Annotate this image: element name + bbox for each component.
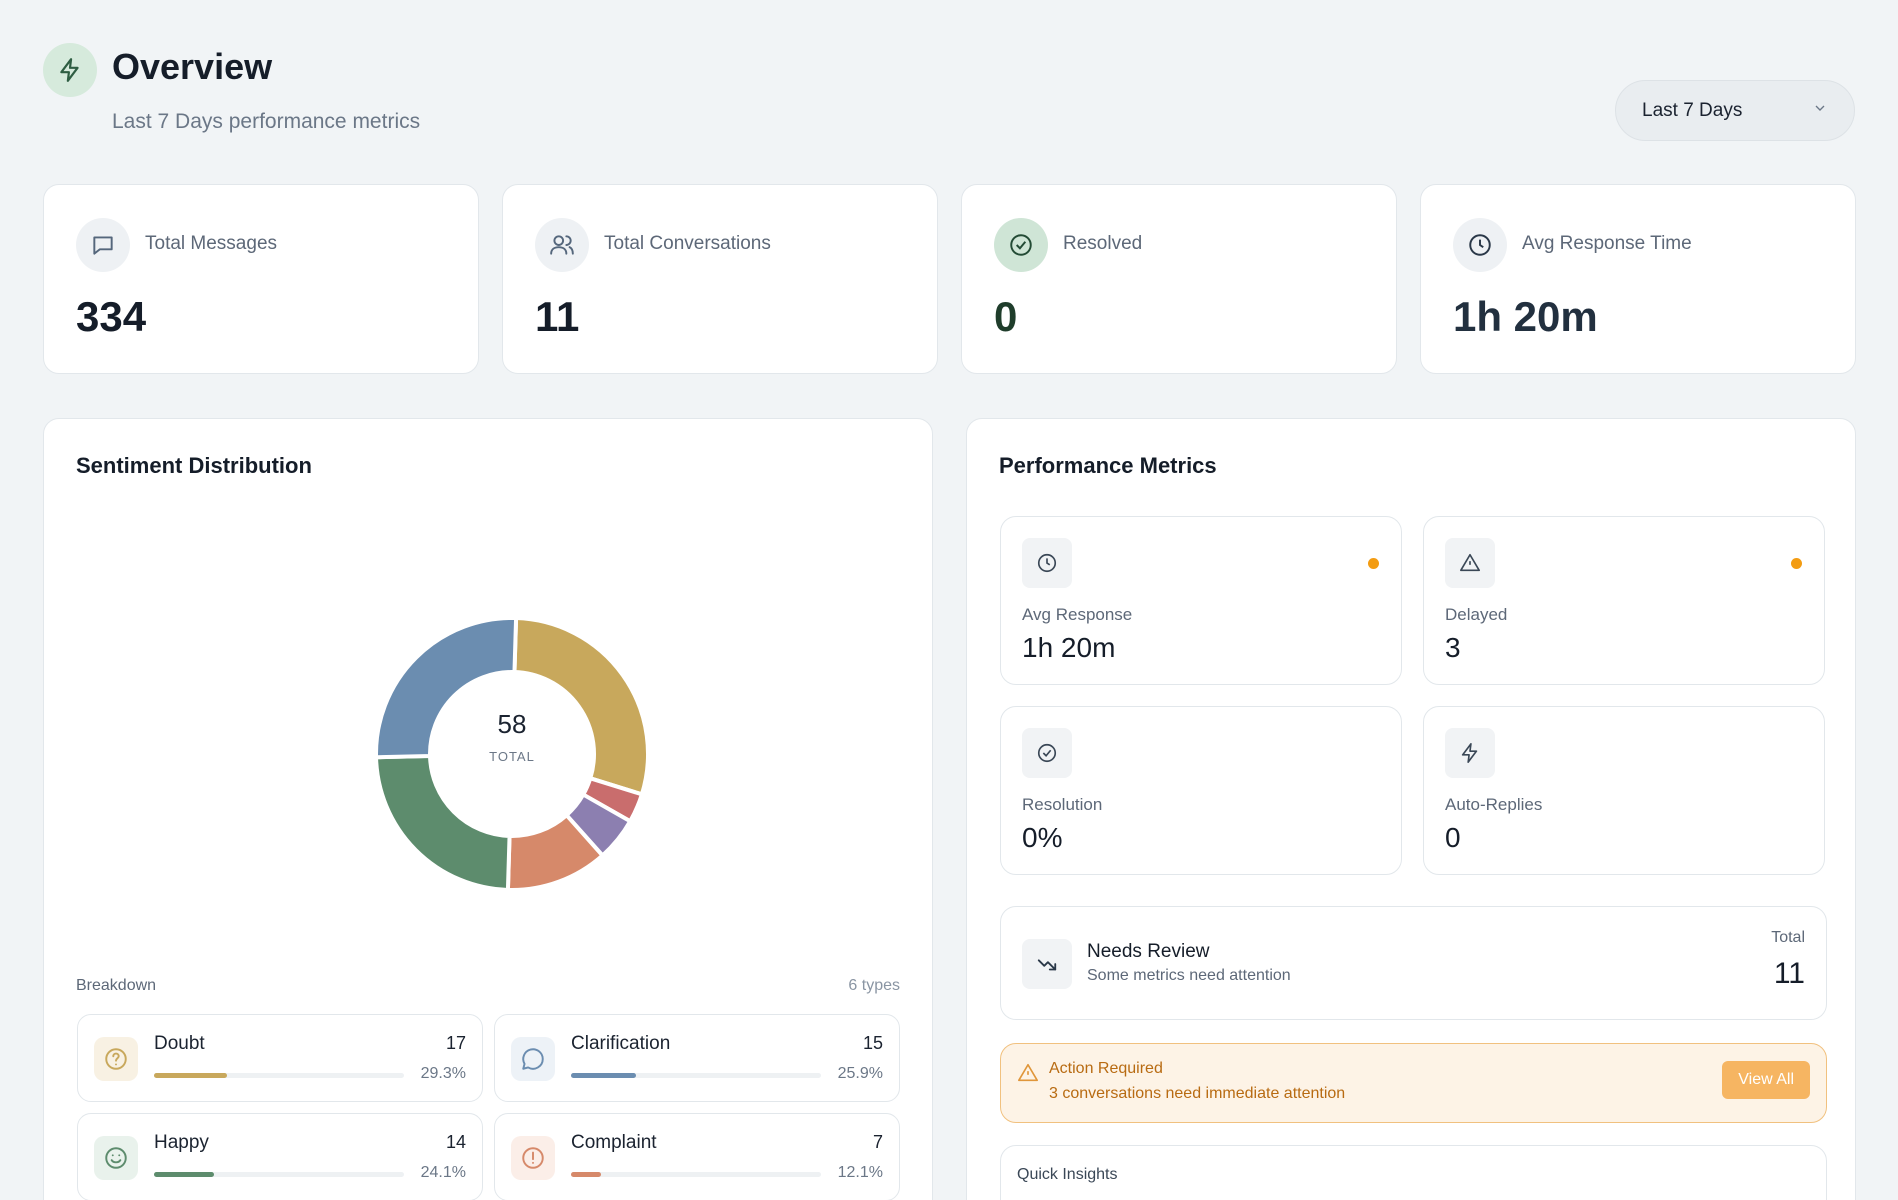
donut-slice[interactable] (373, 753, 512, 892)
metric-value: 0% (1022, 822, 1063, 853)
review-subtitle: Some metrics need attention (1087, 967, 1291, 984)
review-title: Needs Review (1087, 941, 1210, 962)
breakdown-bar (571, 1172, 821, 1177)
message-icon (76, 218, 130, 272)
donut-total-label: TOTAL (489, 749, 535, 764)
review-total-value: 11 (1773, 957, 1805, 990)
date-range-select[interactable]: Last 7 Days (1615, 80, 1855, 141)
date-range-value: Last 7 Days (1642, 99, 1743, 121)
breakdown-name: Complaint (571, 1132, 657, 1153)
bolt-icon (43, 43, 97, 97)
panel-title: Performance Metrics (999, 453, 1217, 478)
breakdown-item-doubt[interactable]: Doubt 17 29.3% (77, 1014, 483, 1102)
alert-triangle-icon (1445, 538, 1495, 588)
alert-triangle-icon (1017, 1062, 1039, 1089)
breakdown-bar-fill (154, 1172, 215, 1177)
performance-panel: Performance Metrics Avg Response 1h 20m … (966, 418, 1856, 1200)
breakdown-count-value: 15 (862, 1033, 883, 1053)
donut-svg (373, 616, 650, 892)
status-dot (1368, 558, 1379, 569)
check-circle-icon (1022, 728, 1072, 778)
donut-slice[interactable] (374, 616, 519, 760)
breakdown-item-happy[interactable]: Happy 14 24.1% (77, 1113, 483, 1200)
donut-slice[interactable] (512, 616, 650, 797)
breakdown-types-count: 6 types (848, 977, 900, 994)
stat-card-total-messages: Total Messages 334 (43, 184, 479, 374)
metric-value: 1h 20m (1022, 632, 1116, 663)
donut-total-value: 58 (497, 709, 527, 739)
trending-down-icon (1022, 939, 1072, 989)
clock-icon (1022, 538, 1072, 588)
breakdown-bar (154, 1073, 404, 1078)
alert-message: 3 conversations need immediate attention (1049, 1085, 1346, 1102)
check-circle-icon (994, 218, 1048, 272)
stat-value: 1h 20m (1453, 293, 1598, 340)
breakdown-bar-fill (571, 1172, 602, 1177)
breakdown-bar (154, 1172, 404, 1177)
breakdown-percent: 25.9% (837, 1065, 883, 1082)
review-total-label: Total (1771, 929, 1805, 946)
clock-icon (1453, 218, 1507, 272)
stat-value: 11 (535, 293, 580, 340)
alert-circle-icon (511, 1136, 555, 1180)
breakdown-count-value: 14 (445, 1132, 466, 1152)
breakdown-item-clarification[interactable]: Clarification 15 25.9% (494, 1014, 900, 1102)
page-title: Overview (112, 46, 273, 87)
breakdown-count-value: 7 (872, 1132, 883, 1152)
donut-chart: 58 TOTAL (347, 589, 677, 919)
metric-value: 3 (1445, 632, 1461, 663)
bolt-icon (1445, 728, 1495, 778)
metric-card-avg-response: Avg Response 1h 20m (1000, 516, 1402, 685)
breakdown-count-value: 17 (445, 1033, 466, 1053)
view-all-button[interactable]: View All (1722, 1061, 1810, 1099)
breakdown-name: Doubt (154, 1033, 205, 1054)
needs-review-card[interactable]: Needs Review Some metrics need attention… (1000, 906, 1827, 1020)
breakdown-percent: 29.3% (420, 1065, 466, 1082)
metric-label: Avg Response (1022, 605, 1133, 624)
status-dot (1791, 558, 1802, 569)
stat-value: 334 (76, 293, 147, 340)
chevron-down-icon (1812, 100, 1828, 122)
stat-label: Total Messages (145, 233, 278, 254)
sentiment-panel: Sentiment Distribution 58 TOTAL Breakdow… (43, 418, 933, 1200)
metric-label: Delayed (1445, 605, 1508, 624)
breakdown-bar (571, 1073, 821, 1078)
quick-insights-card: Quick Insights (1000, 1145, 1827, 1200)
metric-card-resolution: Resolution 0% (1000, 706, 1402, 875)
smile-icon (94, 1136, 138, 1180)
stat-card-total-conversations: Total Conversations 11 (502, 184, 938, 374)
breakdown-bar-fill (571, 1073, 636, 1078)
users-icon (535, 218, 589, 272)
breakdown-percent: 24.1% (420, 1164, 466, 1181)
insights-title: Quick Insights (1017, 1166, 1118, 1183)
message-circle-icon (511, 1037, 555, 1081)
metric-label: Auto-Replies (1445, 795, 1543, 814)
metric-value: 0 (1445, 822, 1461, 853)
stat-value: 0 (994, 293, 1018, 340)
breakdown-name: Clarification (571, 1033, 671, 1054)
stat-label: Total Conversations (604, 233, 771, 254)
page-subtitle: Last 7 Days performance metrics (112, 110, 421, 133)
metric-card-auto-replies: Auto-Replies 0 (1423, 706, 1825, 875)
breakdown-name: Happy (154, 1132, 209, 1153)
stat-card-avg-response: Avg Response Time 1h 20m (1420, 184, 1856, 374)
stat-card-resolved: Resolved 0 (961, 184, 1397, 374)
action-required-alert: Action Required 3 conversations need imm… (1000, 1043, 1827, 1123)
breakdown-item-complaint[interactable]: Complaint 7 12.1% (494, 1113, 900, 1200)
stat-label: Resolved (1063, 233, 1143, 254)
help-circle-icon (94, 1037, 138, 1081)
alert-title: Action Required (1049, 1060, 1163, 1077)
breakdown-bar-fill (154, 1073, 228, 1078)
metric-label: Resolution (1022, 795, 1103, 814)
panel-title: Sentiment Distribution (76, 453, 312, 478)
metric-card-delayed: Delayed 3 (1423, 516, 1825, 685)
breakdown-label: Breakdown (76, 977, 157, 994)
stat-label: Avg Response Time (1522, 233, 1692, 254)
breakdown-percent: 12.1% (837, 1164, 883, 1181)
